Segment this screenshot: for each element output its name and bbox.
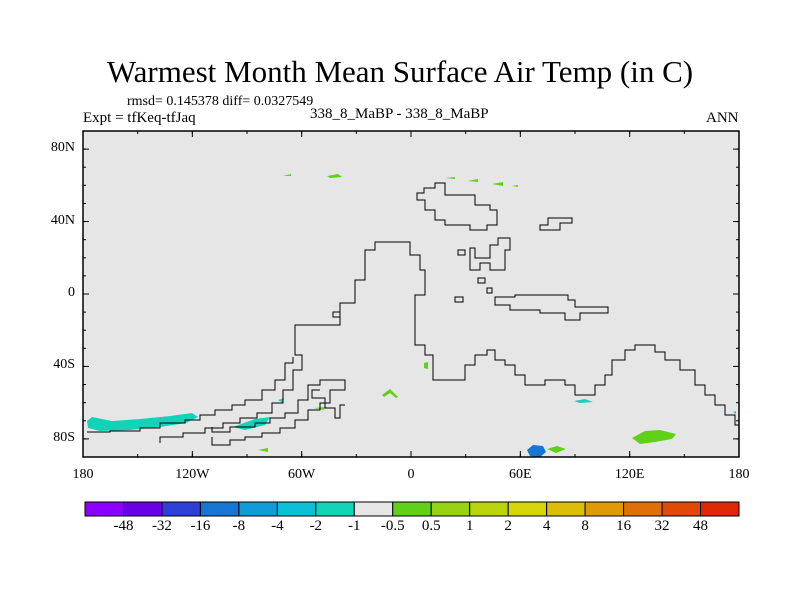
- y-tick-label: 40S: [53, 357, 75, 373]
- center-label: 338_8_MaBP - 338_8_MaBP: [310, 106, 489, 122]
- colorbar-swatch: [199, 501, 240, 517]
- colorbar-swatch: [661, 501, 702, 517]
- coastline: [494, 294, 609, 321]
- y-tick-label: 80S: [53, 429, 75, 445]
- x-tick-label: 60E: [509, 467, 532, 482]
- anomaly-patch: [527, 445, 546, 457]
- colorbar-label: 1: [465, 518, 474, 534]
- y-tick-label: 40N: [50, 212, 75, 228]
- anomaly-patch: [258, 448, 268, 452]
- x-tick-label: 60W: [288, 467, 316, 482]
- colorbar-swatch: [276, 501, 317, 517]
- anomaly-patch: [547, 446, 566, 453]
- coastline: [457, 249, 466, 256]
- anomaly-patch: [327, 174, 342, 178]
- y-tick-label: 0: [68, 285, 75, 300]
- colorbar-label: 8: [581, 518, 589, 534]
- colorbar-label: 48: [693, 518, 709, 534]
- anomaly-patch: [512, 185, 518, 187]
- coastline: [469, 237, 511, 271]
- colorbar: [84, 501, 740, 517]
- coastline: [332, 311, 341, 318]
- coastline: [159, 241, 739, 443]
- anomaly-patch: [468, 179, 478, 182]
- colorbar-swatch: [392, 501, 432, 517]
- anomaly-patch: [574, 399, 593, 403]
- colorbar-label: -16: [190, 518, 211, 534]
- anomaly-patch: [632, 430, 676, 444]
- colorbar-label: -1: [348, 518, 361, 534]
- colorbar-label: 16: [616, 518, 632, 534]
- x-tick-label: 180: [728, 467, 750, 482]
- season-label: ANN: [706, 110, 739, 126]
- x-tick-label: 120W: [175, 467, 210, 482]
- x-tick-label: 180: [72, 467, 94, 482]
- colorbar-swatch: [353, 501, 394, 517]
- coastline: [211, 379, 346, 446]
- anomaly-patch: [87, 413, 198, 431]
- y-tick-label: 80N: [50, 140, 75, 156]
- x-tick-label: 0: [407, 467, 415, 482]
- anomaly-patch: [283, 174, 291, 176]
- colorbar-label: -2: [309, 518, 323, 534]
- colorbar-label: 2: [504, 518, 512, 534]
- colorbar-swatch: [161, 501, 201, 517]
- colorbar-swatch: [122, 501, 163, 517]
- colorbar-label: -32: [151, 518, 172, 534]
- coastline: [416, 182, 498, 231]
- colorbar-swatch: [84, 501, 124, 517]
- colorbar-swatch: [700, 501, 740, 517]
- stats-label: rmsd= 0.145378 diff= 0.0327549: [127, 94, 314, 109]
- colorbar-swatch: [315, 501, 355, 517]
- colorbar-label: -8: [232, 518, 246, 534]
- experiment-label: Expt = tfKeq-tfJaq: [83, 110, 196, 126]
- colorbar-label: 32: [654, 518, 670, 534]
- map-background: [83, 131, 739, 457]
- colorbar-label: -4: [271, 518, 284, 534]
- x-tick-label: 120E: [614, 467, 645, 482]
- colorbar-swatch: [507, 501, 548, 517]
- coastline: [539, 217, 573, 231]
- axis-ticks: [82, 130, 740, 458]
- coastline: [454, 296, 464, 303]
- colorbar-label: 4: [542, 518, 551, 534]
- colorbar-swatch: [238, 501, 278, 517]
- coastline: [87, 357, 294, 433]
- anomaly-patch: [445, 177, 455, 179]
- coastline: [486, 287, 493, 294]
- page-title: Warmest Month Mean Surface Air Temp (in …: [106, 54, 694, 89]
- colorbar-label: -48: [113, 518, 134, 534]
- anomaly-patch: [733, 411, 736, 414]
- anomaly-patch: [492, 182, 503, 186]
- colorbar-swatch: [430, 501, 471, 517]
- colorbar-swatch: [546, 501, 586, 517]
- coastline: [477, 277, 486, 284]
- colorbar-label: 0.5: [421, 518, 441, 534]
- colorbar-swatch: [623, 501, 663, 517]
- colorbar-label: -0.5: [380, 518, 405, 534]
- coastline: [311, 389, 345, 419]
- colorbar-swatch: [469, 501, 509, 517]
- coastlines: [87, 182, 739, 446]
- anomaly-patch: [382, 389, 398, 398]
- anomaly-patch: [424, 362, 428, 369]
- colorbar-swatch: [584, 501, 625, 517]
